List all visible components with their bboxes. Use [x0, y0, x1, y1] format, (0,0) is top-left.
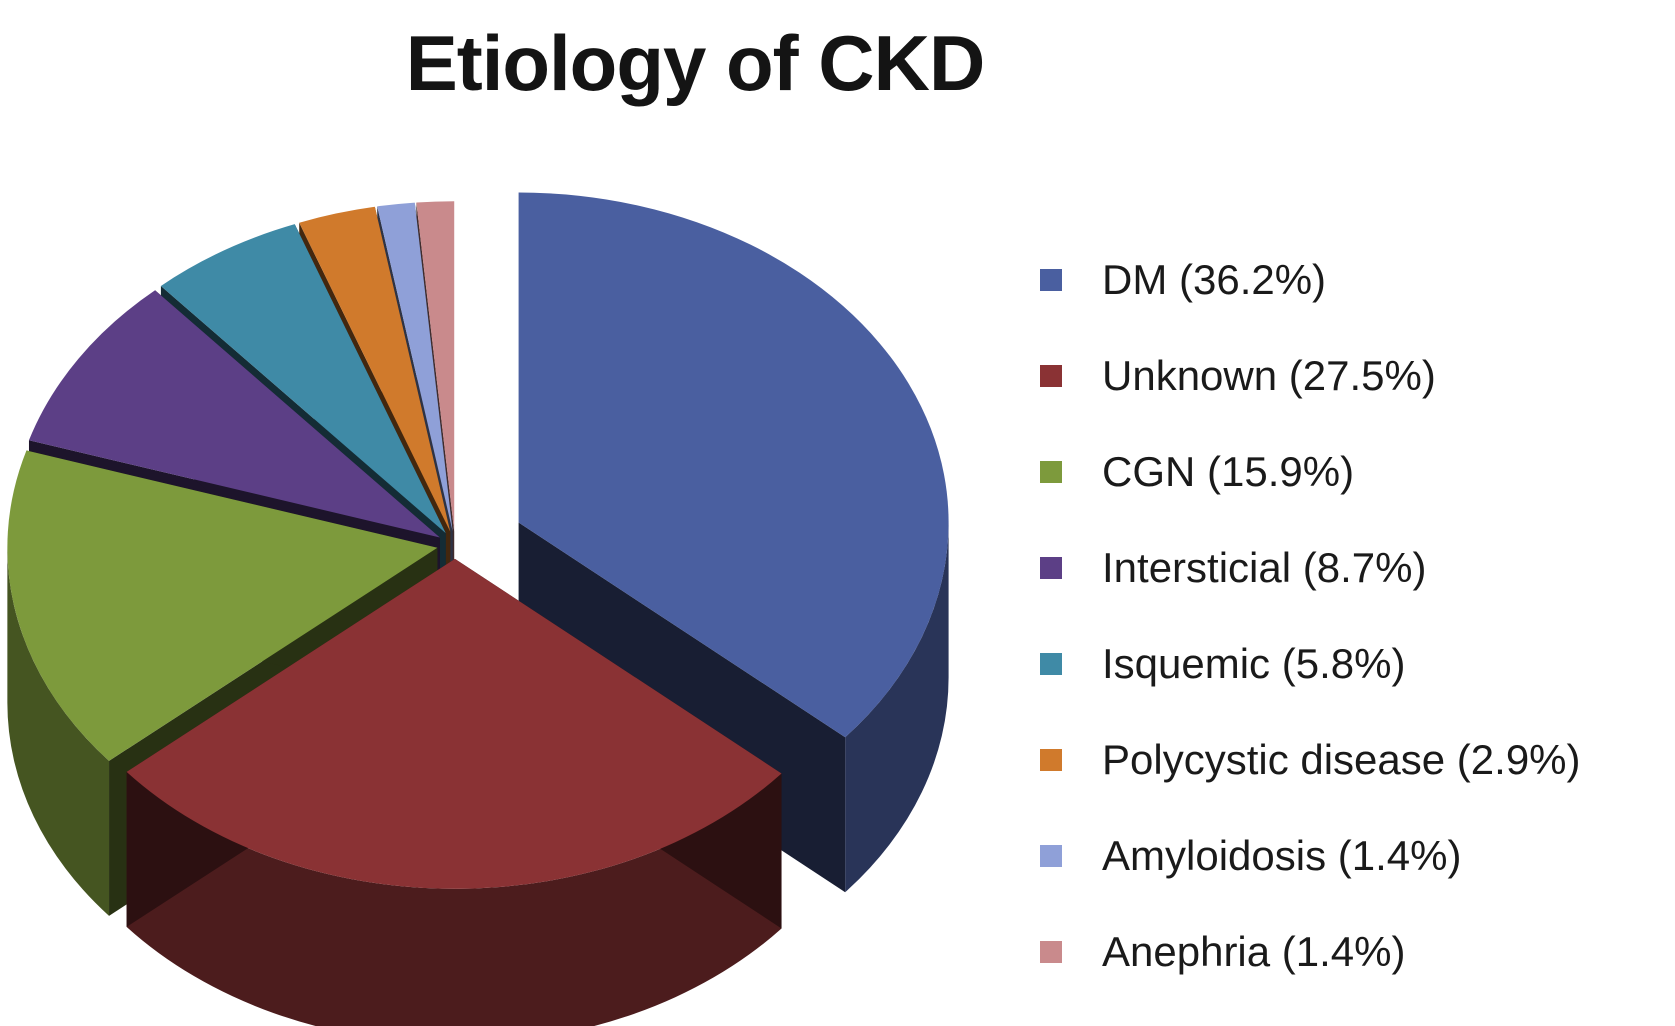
legend-swatch — [1040, 365, 1062, 387]
legend-item: Unknown (27.5%) — [1040, 346, 1436, 406]
legend-item: Amyloidosis (1.4%) — [1040, 826, 1461, 886]
legend-label: Anephria (1.4%) — [1102, 928, 1406, 975]
legend-swatch — [1040, 653, 1062, 675]
pie-slice-7 — [377, 202, 453, 532]
legend-item: DM (36.2%) — [1040, 250, 1326, 310]
legend-swatch — [1040, 749, 1062, 771]
legend-label: Unknown (27.5%) — [1102, 352, 1436, 399]
legend-swatch — [1040, 461, 1062, 483]
pie-slice-wall — [7, 547, 110, 916]
legend-label: CGN (15.9%) — [1102, 448, 1355, 495]
pie-slice-5 — [160, 224, 446, 534]
legend-swatch — [1040, 557, 1062, 579]
pie-slice-wall — [126, 771, 782, 1026]
legend-item: Polycystic disease (2.9%) — [1040, 730, 1581, 790]
pie-slice-wall — [845, 522, 949, 893]
legend-item: Intersticial (8.7%) — [1040, 538, 1426, 598]
legend-label: Isquemic (5.8%) — [1102, 640, 1406, 687]
legend-item: CGN (15.9%) — [1040, 442, 1354, 502]
legend-label: Intersticial (8.7%) — [1102, 544, 1427, 591]
pie-chart — [7, 192, 949, 1026]
pie-slice-8 — [416, 201, 455, 532]
pie-slice-1 — [518, 192, 949, 738]
pie-slice-2 — [126, 558, 782, 889]
pie-slice-3 — [7, 450, 438, 761]
legend-item: Isquemic (5.8%) — [1040, 634, 1405, 694]
legend-label: Polycystic disease (2.9%) — [1102, 736, 1581, 783]
legend-swatch — [1040, 941, 1062, 963]
legend-label: DM (36.2%) — [1102, 256, 1327, 303]
pie-slice-6 — [299, 206, 451, 532]
legend-swatch — [1040, 269, 1062, 291]
legend-label: Amyloidosis (1.4%) — [1102, 832, 1462, 879]
pie-top-layer — [7, 192, 949, 889]
legend-item: Anephria (1.4%) — [1040, 922, 1406, 982]
pie-slice-4 — [28, 290, 440, 538]
chart-title: Etiology of CKD — [405, 19, 986, 107]
legend-swatch — [1040, 845, 1062, 867]
